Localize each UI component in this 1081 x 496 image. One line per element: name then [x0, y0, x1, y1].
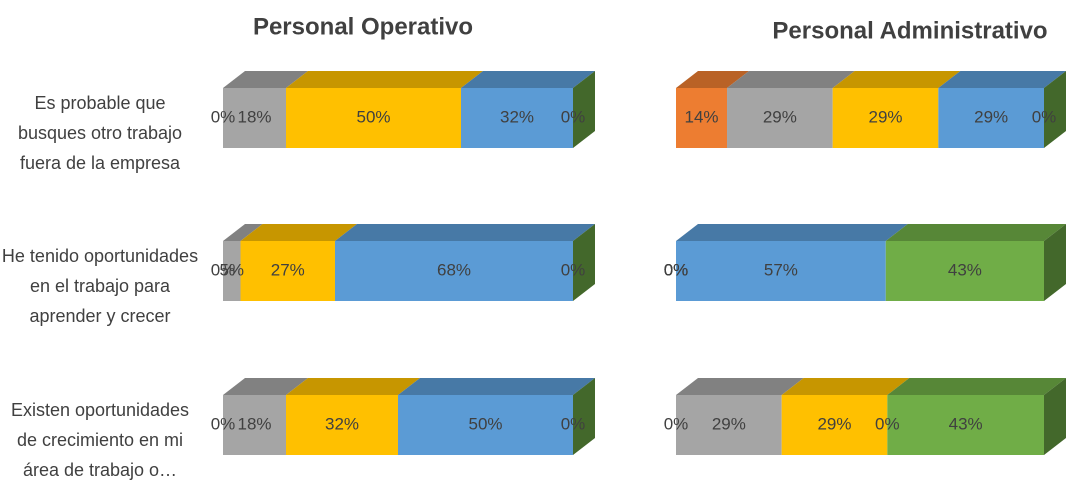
bar-top	[887, 378, 1066, 395]
data-label: 29%	[974, 107, 1008, 126]
data-label: 0%	[211, 260, 236, 279]
data-label: 0%	[875, 414, 900, 433]
bar-top	[676, 71, 750, 88]
category-label: Existen oportunidades de crecimiento en …	[10, 400, 190, 480]
bar-side	[1044, 71, 1066, 148]
bar-top	[223, 224, 263, 241]
bar-segment	[727, 88, 833, 148]
bar-top	[676, 224, 908, 241]
bar-top	[885, 224, 1066, 241]
bar-segment	[885, 241, 1044, 301]
data-label: 14%	[684, 107, 718, 126]
data-label: 32%	[325, 414, 359, 433]
data-label: 29%	[868, 107, 902, 126]
bar-segment	[398, 395, 573, 455]
bar-segment	[223, 88, 286, 148]
bar-top	[832, 71, 961, 88]
bar-top	[223, 378, 308, 395]
chart-title: Personal Operativo	[253, 13, 473, 40]
data-label: 29%	[817, 414, 851, 433]
data-label: 29%	[712, 414, 746, 433]
data-label: 0%	[561, 107, 586, 126]
data-label: 57%	[764, 260, 798, 279]
bar-side	[1044, 378, 1066, 455]
bar-top	[676, 378, 804, 395]
data-label: 5%	[219, 260, 244, 279]
data-label: 18%	[237, 107, 271, 126]
bar-segment	[223, 395, 286, 455]
bar-segment	[676, 241, 886, 301]
bar-side	[573, 378, 595, 455]
bar-segment	[676, 395, 782, 455]
bar-top	[938, 71, 1066, 88]
bar-segment	[223, 241, 241, 301]
bar-segment	[832, 88, 939, 148]
data-label: 43%	[948, 260, 982, 279]
bar-segment	[335, 241, 573, 301]
bar-top	[286, 378, 420, 395]
data-label: 0%	[561, 414, 586, 433]
bar-segment	[461, 88, 573, 148]
data-label: 0%	[561, 260, 586, 279]
bar-segment	[887, 395, 1044, 455]
bar-top	[461, 71, 595, 88]
data-label: 50%	[468, 414, 502, 433]
bar-segment	[286, 88, 461, 148]
category-label: He tenido oportunidades en el trabajo pa…	[1, 246, 199, 326]
data-label: 0%	[211, 107, 236, 126]
bar-side	[573, 224, 595, 301]
data-label: 32%	[500, 107, 534, 126]
data-label: 0%	[1032, 107, 1057, 126]
bar-top	[781, 378, 910, 395]
bar-top	[240, 224, 357, 241]
data-label: 0%	[211, 414, 236, 433]
bar-top	[398, 378, 595, 395]
bar-side	[573, 71, 595, 148]
chart-title: Personal Administrativo	[772, 17, 1047, 44]
bar-side	[1044, 224, 1066, 301]
category-label: Es probable que busques otro trabajo fue…	[17, 93, 183, 173]
data-label: 43%	[949, 414, 983, 433]
bar-segment	[781, 395, 888, 455]
data-label: 0%	[664, 260, 689, 279]
bar-top	[335, 224, 595, 241]
bar-top	[727, 71, 855, 88]
bar-top	[286, 71, 483, 88]
data-label: 50%	[356, 107, 390, 126]
bar-segment	[676, 88, 728, 148]
data-label: 0%	[664, 414, 689, 433]
data-label: 0%	[664, 260, 689, 279]
bar-segment	[286, 395, 398, 455]
bar-top	[223, 71, 308, 88]
data-label: 27%	[271, 260, 305, 279]
data-label: 0%	[664, 260, 689, 279]
data-label: 18%	[237, 414, 271, 433]
bar-segment	[938, 88, 1044, 148]
data-label: 29%	[763, 107, 797, 126]
bar-segment	[240, 241, 335, 301]
data-label: 68%	[437, 260, 471, 279]
